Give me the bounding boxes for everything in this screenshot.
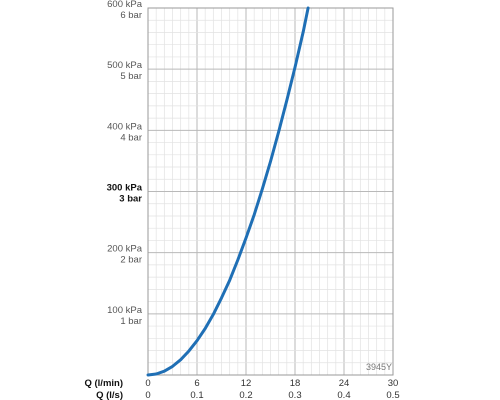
- y-tick-label-kpa: 600 kPa: [107, 0, 143, 10]
- x-tick-label-ls: 0.3: [288, 390, 301, 400]
- x-tick-label-ls: 0.2: [239, 390, 252, 400]
- x-tick-label-lmin: 24: [339, 378, 350, 389]
- x-tick-label-lmin: 0: [145, 378, 150, 389]
- x-tick-label-lmin: 30: [388, 378, 399, 389]
- x-axis-title-ls: Q (l/s): [96, 390, 123, 400]
- pressure-flow-curve: [146, 6, 310, 377]
- x-tick-label-lmin: 12: [241, 378, 252, 389]
- chart-code: 3945Y: [366, 362, 392, 372]
- x-tick-label-lmin: 6: [194, 378, 199, 389]
- x-tick-label-lmin: 18: [290, 378, 301, 389]
- y-tick-label-bar: 1 bar: [120, 316, 142, 327]
- y-tick-label-kpa: 500 kPa: [107, 60, 143, 71]
- y-tick-label-kpa: 300 kPa: [107, 183, 143, 194]
- x-tick-label-ls: 0.1: [190, 390, 203, 400]
- curve-layer: [146, 6, 310, 377]
- grid: [147, 7, 394, 376]
- x-tick-label-ls: 0.4: [337, 390, 350, 400]
- x-axis-title-lmin: Q (l/min): [84, 378, 123, 389]
- y-tick-label-bar: 5 bar: [120, 71, 142, 82]
- y-tick-label-bar: 2 bar: [120, 255, 142, 266]
- x-tick-label-ls: 0: [145, 390, 150, 400]
- y-tick-label-bar: 4 bar: [120, 132, 142, 143]
- x-tick-label-ls: 0.5: [386, 390, 399, 400]
- y-tick-label-bar: 3 bar: [119, 194, 142, 205]
- x-tick-labels: 00 60.1 120.2 180.3 240.4 300.5: [145, 378, 399, 400]
- plot-border: [147, 7, 394, 376]
- y-tick-label-kpa: 400 kPa: [107, 121, 143, 132]
- y-tick-label-bar: 6 bar: [120, 10, 142, 21]
- y-tick-label-kpa: 100 kPa: [107, 305, 143, 316]
- y-tick-label-kpa: 200 kPa: [107, 244, 143, 255]
